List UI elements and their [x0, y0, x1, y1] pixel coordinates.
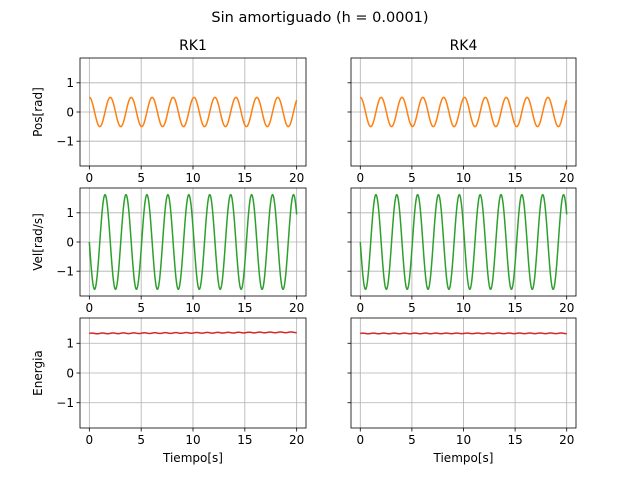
series-line: [89, 331, 297, 335]
x-tick-label: 15: [507, 433, 522, 447]
x-tick-label: 20: [289, 171, 304, 185]
y-tick-label: −1: [56, 396, 74, 410]
x-tick-label: 10: [185, 433, 200, 447]
y-tick-label: 1: [66, 76, 74, 90]
x-tick-label: 0: [356, 301, 364, 315]
x-tick-label: 0: [86, 171, 94, 185]
figure-title: Sin amortiguado (h = 0.0001): [211, 10, 428, 26]
x-tick-label: 15: [237, 433, 252, 447]
series-line: [360, 96, 568, 128]
subplot-title: RK1: [179, 38, 207, 54]
x-tick-label: 10: [185, 301, 200, 315]
x-tick-label: 15: [237, 301, 252, 315]
x-tick-label: 0: [356, 171, 364, 185]
x-tick-label: 20: [559, 301, 574, 315]
x-tick-label: 10: [185, 171, 200, 185]
x-tick-label: 10: [456, 301, 471, 315]
x-tick-label: 0: [86, 301, 94, 315]
x-axis-label: Tiempo[s]: [433, 451, 494, 465]
x-tick-label: 5: [137, 433, 145, 447]
x-tick-label: 10: [456, 433, 471, 447]
x-tick-label: 20: [559, 171, 574, 185]
x-tick-label: 15: [507, 171, 522, 185]
x-tick-label: 20: [289, 301, 304, 315]
x-tick-label: 20: [289, 433, 304, 447]
x-tick-label: 15: [237, 171, 252, 185]
x-tick-label: 5: [408, 433, 416, 447]
x-tick-label: 5: [137, 301, 145, 315]
series-line: [359, 193, 568, 291]
x-tick-label: 0: [86, 433, 94, 447]
series-line: [88, 193, 298, 291]
subplot-title: RK4: [450, 38, 478, 54]
x-tick-label: 15: [507, 301, 522, 315]
y-tick-label: −1: [56, 134, 74, 148]
y-tick-label: −1: [56, 264, 74, 278]
series-line: [89, 96, 298, 128]
y-tick-label: 1: [66, 206, 74, 220]
x-tick-label: 10: [456, 171, 471, 185]
x-tick-label: 20: [559, 433, 574, 447]
x-tick-label: 5: [408, 171, 416, 185]
y-tick-label: 0: [66, 366, 74, 380]
x-axis-label: Tiempo[s]: [162, 451, 223, 465]
y-axis-label: Energia: [31, 350, 45, 396]
y-axis-label: Pos[rad]: [31, 87, 45, 137]
x-tick-label: 5: [137, 171, 145, 185]
y-axis-label: Vel[rad/s]: [31, 213, 45, 271]
y-tick-label: 0: [66, 105, 74, 119]
y-tick-label: 0: [66, 235, 74, 249]
y-tick-label: 1: [66, 337, 74, 351]
x-tick-label: 0: [356, 433, 364, 447]
series-line: [360, 332, 567, 335]
x-tick-label: 5: [408, 301, 416, 315]
